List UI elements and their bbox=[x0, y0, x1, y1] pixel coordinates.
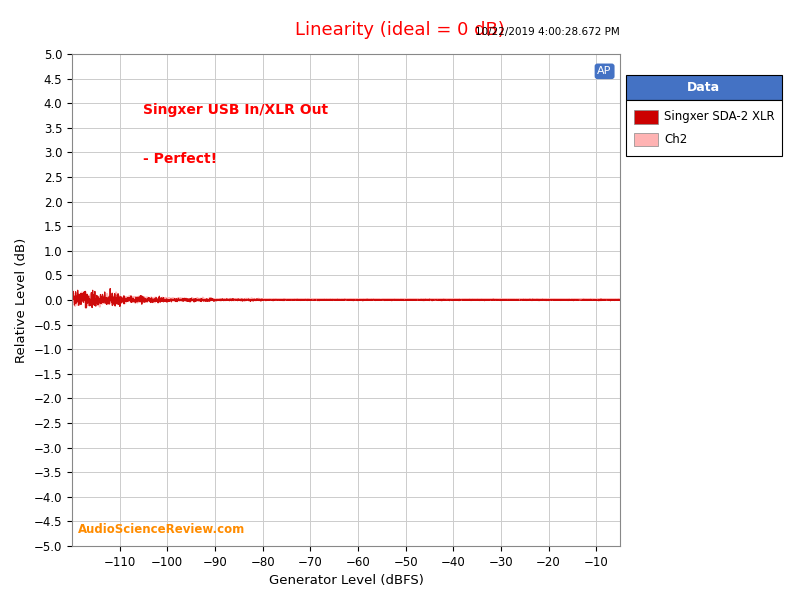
Text: - Perfect!: - Perfect! bbox=[143, 152, 218, 166]
Text: Ch2: Ch2 bbox=[664, 133, 687, 146]
Text: AP: AP bbox=[598, 67, 612, 76]
Text: 10/22/2019 4:00:28.672 PM: 10/22/2019 4:00:28.672 PM bbox=[475, 27, 620, 37]
Text: Singxer SDA-2 XLR: Singxer SDA-2 XLR bbox=[664, 110, 774, 124]
Text: Linearity (ideal = 0 dB): Linearity (ideal = 0 dB) bbox=[295, 21, 505, 39]
X-axis label: Generator Level (dBFS): Generator Level (dBFS) bbox=[269, 574, 423, 587]
Text: Data: Data bbox=[687, 81, 720, 94]
Y-axis label: Relative Level (dB): Relative Level (dB) bbox=[15, 238, 28, 362]
Text: AudioScienceReview.com: AudioScienceReview.com bbox=[78, 523, 245, 536]
Text: Singxer USB In/XLR Out: Singxer USB In/XLR Out bbox=[143, 103, 328, 117]
